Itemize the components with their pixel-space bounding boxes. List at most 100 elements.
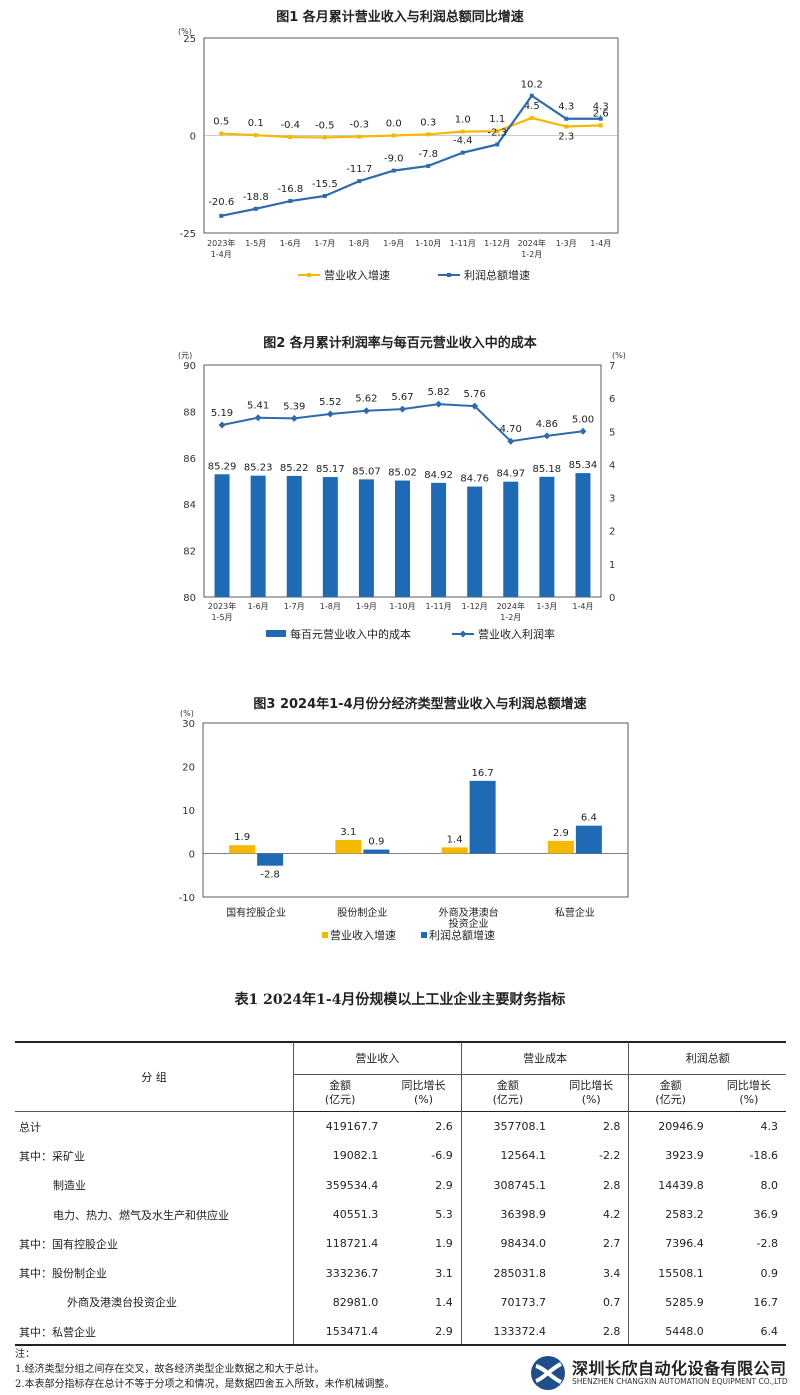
chart2-bar: [539, 476, 555, 597]
table-cell: 0.9: [760, 1266, 779, 1280]
table-cell: 4.3: [760, 1120, 779, 1134]
chart-growth-rates: 图1 各月累计营业收入与利润总额同比增速 (%) 25 0 -25 2023年 1-4…: [178, 9, 619, 282]
chart1-point: [460, 150, 465, 155]
chart2-bar-label: 85.29: [208, 461, 237, 472]
table-cell: 3.4: [602, 1266, 621, 1280]
chart2-bar: [467, 486, 483, 597]
chart2-bar: [575, 473, 591, 597]
chart1-data-label: 0.0: [386, 119, 402, 130]
table-cell: 118721.4: [293, 1229, 387, 1259]
table-cell: 5285.9: [628, 1287, 712, 1318]
chart1-data-label: 4.3: [558, 102, 574, 113]
table-cell: 285031.8: [460, 1258, 554, 1288]
table-cell: 98434.0: [460, 1229, 554, 1259]
chart1-point: [426, 132, 431, 137]
chart1-data-label: -11.7: [346, 164, 372, 175]
chart3-bar: [257, 853, 284, 866]
chart3-y-tick: 0: [189, 850, 195, 861]
table-row: 制造业 359534.4 2.9 308745.1 2.8 14439.8 8.0: [15, 1170, 786, 1200]
chart2-bar-label: 84.92: [424, 470, 453, 481]
chart1-point: [322, 193, 327, 198]
chart2-x-tick: 1-9月: [356, 602, 377, 611]
chart1-x-tick: 2024年 1-2月: [518, 238, 546, 259]
chart1-data-label: -18.8: [243, 192, 269, 203]
chart1-point: [598, 123, 603, 128]
table-cell: 12564.1: [460, 1141, 554, 1171]
table-cell: 14439.8: [628, 1170, 712, 1200]
chart2-bar-label: 85.34: [569, 460, 598, 471]
chart2-y2-tick: 5: [609, 427, 615, 438]
chart1-x-tick: 1-12月: [484, 239, 510, 248]
chart2-margin-label: 5.82: [427, 387, 449, 398]
company-logo-icon: [531, 1356, 565, 1390]
table-cell: 36398.9: [460, 1199, 554, 1230]
chart1-point: [391, 168, 396, 173]
chart2-x-tick: 1-11月: [426, 602, 452, 611]
group-header: 分 组: [15, 1042, 294, 1112]
chart2-margin-label: 5.19: [211, 408, 233, 419]
chart2-margin-point: [471, 402, 479, 410]
chart3-y-tick: 20: [182, 763, 195, 774]
row-label: 其中：采矿业: [19, 1149, 85, 1163]
table-row: 其中：采矿业 19082.1 -6.9 12564.1 -2.2 3923.9 -18.6: [15, 1141, 786, 1171]
chart2-y2-tick: 1: [609, 560, 615, 571]
chart2-x-tick: 1-7月: [284, 602, 305, 611]
notes-head: 注：: [15, 1349, 35, 1360]
chart2-margin-point: [399, 405, 406, 413]
col-header-growth: 同比增长 (%): [401, 1079, 446, 1106]
chart2-bar: [250, 475, 266, 597]
chart1-x-tick: 1-10月: [415, 239, 441, 248]
chart3-legend-swatch: [421, 932, 427, 938]
chart1-x-tick: 1-3月: [556, 239, 577, 248]
table-cell: -18.6: [749, 1149, 778, 1163]
chart2-legend-swatch-bar: [266, 630, 286, 637]
row-label: 总计: [19, 1120, 41, 1134]
note-line-1: 1.经济类型分组之间存在交叉，故各经济类型企业数据之和大于总计。: [15, 1364, 325, 1375]
chart1-series-line-1: [221, 94, 601, 217]
chart2-y-unit-right: (%): [612, 351, 626, 360]
table-cell: 3923.9: [628, 1141, 712, 1171]
chart1-point: [598, 116, 603, 121]
table-notes: 注： 1.经济类型分组之间存在交叉，故各经济类型企业数据之和大于总计。 2.本表…: [15, 1347, 395, 1392]
table-cell: 70173.7: [460, 1287, 554, 1318]
table-cell: 359534.4: [293, 1170, 387, 1200]
table-cell: 153471.4: [293, 1317, 387, 1347]
table-cell: 19082.1: [293, 1141, 387, 1171]
chart1-point: [219, 131, 224, 136]
chart3-bar-label: 1.9: [234, 832, 250, 843]
chart2-margin-point: [435, 400, 443, 408]
table-bottom-rule: [15, 1344, 786, 1346]
chart1-point: [564, 124, 569, 129]
table-cell: 1.9: [435, 1237, 453, 1251]
chart2-x-tick: 2024年 1-2月: [497, 601, 525, 622]
chart3-bar-label: 1.4: [447, 834, 463, 845]
chart1-data-label: 0.1: [248, 118, 264, 129]
note-line-2: 2.本表部分指标存在总计不等于分项之和情况，是数据四舍五入所致，未作机械调整。: [15, 1379, 395, 1390]
chart2-y2-tick: 6: [609, 394, 615, 405]
chart2-bar-label: 84.76: [460, 474, 489, 485]
chart3-y-tick: 30: [182, 719, 195, 730]
chart2-margin-point: [507, 437, 515, 445]
chart2-y-unit-left: (元): [178, 351, 192, 360]
chart2-margin-label: 4.70: [500, 424, 522, 435]
chart2-bar: [322, 477, 338, 597]
chart1-point: [253, 133, 258, 138]
chart1-legend-marker: [447, 273, 451, 277]
table-cell: 82981.0: [293, 1287, 387, 1318]
chart3-x-tick: 私营企业: [555, 906, 595, 919]
chart1-x-tick: 1-5月: [245, 239, 266, 248]
chart2-x-tick: 2023年 1-5月: [208, 601, 236, 622]
chart3-bar: [575, 825, 602, 854]
chart2-margin-label: 4.86: [536, 419, 558, 430]
chart1-data-label: 2.3: [558, 132, 574, 143]
company-name-en: SHENZHEN CHANGXIN AUTOMATION EQUIPMENT C…: [572, 1377, 788, 1386]
table-cell: 1.4: [435, 1295, 453, 1309]
chart2-y2-tick: 3: [609, 494, 615, 505]
table-cell: 0.7: [602, 1295, 621, 1309]
table-row: 其中：国有控股企业 118721.4 1.9 98434.0 2.7 7396.4 -2.8: [15, 1229, 786, 1259]
chart1-legend-label: 营业收入增速: [324, 268, 390, 282]
company-logo: 深圳长欣自动化设备有限公司 SHENZHEN CHANGXIN AUTOMATI…: [528, 1354, 796, 1392]
chart2-x-tick: 1-6月: [248, 602, 269, 611]
chart1-y-tick: 0: [190, 132, 196, 143]
chart2-margin-label: 5.76: [464, 389, 486, 400]
